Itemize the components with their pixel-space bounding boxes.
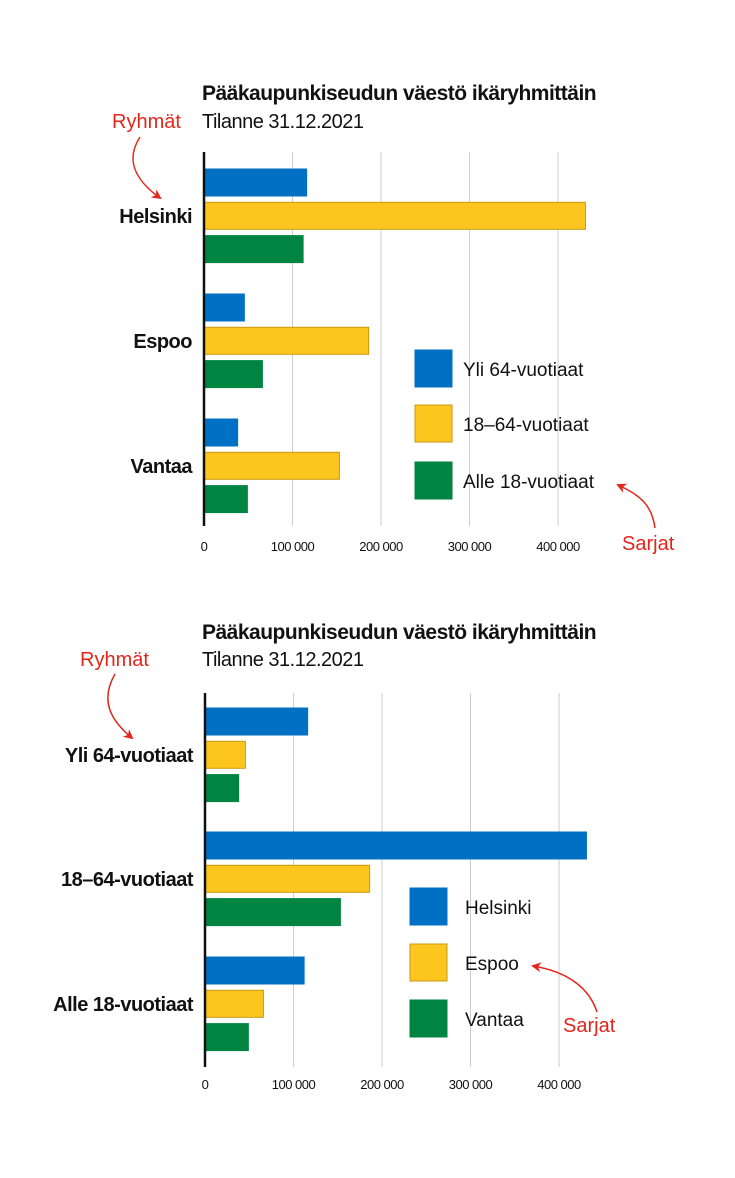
legend-swatch bbox=[409, 943, 448, 982]
bar-vantaa bbox=[204, 1023, 249, 1052]
bar-yli-64-vuotiaat bbox=[203, 418, 239, 447]
x-tick-label: 400 000 bbox=[536, 539, 580, 554]
x-tick-label: 100 000 bbox=[271, 539, 315, 554]
x-tick-label: 300 000 bbox=[449, 1077, 493, 1092]
x-tick-label: 0 bbox=[201, 539, 208, 554]
bar-helsinki bbox=[204, 956, 305, 985]
x-tick-label: 100 000 bbox=[272, 1077, 316, 1092]
groups-annotation: Ryhmät bbox=[112, 111, 181, 133]
x-tick-label: 200 000 bbox=[359, 539, 403, 554]
category-label: Espoo bbox=[133, 331, 192, 353]
category-label: Yli 64-vuotiaat bbox=[65, 745, 194, 767]
legend-swatch bbox=[414, 461, 453, 500]
bar-espoo bbox=[204, 864, 371, 893]
chart-subtitle: Tilanne 31.12.2021 bbox=[202, 111, 364, 133]
bar-alle-18-vuotiaat bbox=[203, 235, 304, 264]
arrow-icon bbox=[132, 136, 162, 200]
legend: Helsinki Espoo Vantaa bbox=[409, 887, 532, 1038]
bar-vantaa bbox=[204, 774, 240, 803]
bar-helsinki bbox=[204, 707, 309, 736]
bar-18-64-vuotiaat bbox=[203, 201, 586, 230]
bar-alle-18-vuotiaat bbox=[203, 485, 248, 514]
chart-2: Pääkaupunkiseudun väestö ikäryhmittäin Ti… bbox=[53, 621, 616, 1092]
x-tick-label: 400 000 bbox=[537, 1077, 581, 1092]
x-tick-label: 300 000 bbox=[448, 539, 492, 554]
legend-label: Espoo bbox=[465, 954, 519, 975]
chart-title: Pääkaupunkiseudun väestö ikäryhmittäin bbox=[202, 82, 596, 105]
category-label: Alle 18-vuotiaat bbox=[53, 994, 194, 1016]
bar-espoo bbox=[204, 740, 246, 769]
category-label: 18–64-vuotiaat bbox=[61, 869, 194, 891]
chart-1: Pääkaupunkiseudun väestö ikäryhmittäin Ti… bbox=[112, 82, 675, 555]
bar-18-64-vuotiaat bbox=[203, 326, 370, 355]
arrow-icon bbox=[531, 962, 598, 1013]
legend: Yli 64-vuotiaat 18–64-vuotiaat Alle 18-vuo… bbox=[414, 349, 595, 500]
legend-label: Vantaa bbox=[465, 1010, 524, 1031]
legend-swatch bbox=[414, 404, 453, 443]
chart-subtitle: Tilanne 31.12.2021 bbox=[202, 649, 364, 671]
groups-annotation: Ryhmät bbox=[80, 649, 149, 671]
bar-alle-18-vuotiaat bbox=[203, 360, 263, 389]
legend-label: Helsinki bbox=[465, 898, 532, 919]
bar-espoo bbox=[204, 989, 264, 1018]
arrow-icon bbox=[107, 673, 134, 740]
bar-vantaa bbox=[204, 898, 341, 927]
chart-title: Pääkaupunkiseudun väestö ikäryhmittäin bbox=[202, 621, 596, 644]
category-label: Vantaa bbox=[131, 456, 194, 478]
bar-yli-64-vuotiaat bbox=[203, 168, 308, 197]
x-tick-label: 200 000 bbox=[360, 1077, 404, 1092]
x-tick-label: 0 bbox=[202, 1077, 209, 1092]
bar-yli-64-vuotiaat bbox=[203, 293, 245, 322]
legend-swatch bbox=[409, 887, 448, 926]
series-annotation: Sarjat bbox=[563, 1015, 616, 1037]
legend-label: Yli 64-vuotiaat bbox=[463, 360, 584, 381]
bar-18-64-vuotiaat bbox=[203, 451, 340, 480]
legend-swatch bbox=[414, 349, 453, 388]
series-annotation: Sarjat bbox=[622, 533, 675, 555]
bar-helsinki bbox=[204, 831, 587, 860]
arrow-icon bbox=[616, 483, 656, 529]
legend-swatch bbox=[409, 999, 448, 1038]
legend-label: Alle 18-vuotiaat bbox=[463, 472, 595, 493]
category-label: Helsinki bbox=[119, 206, 192, 228]
legend-label: 18–64-vuotiaat bbox=[463, 415, 589, 436]
